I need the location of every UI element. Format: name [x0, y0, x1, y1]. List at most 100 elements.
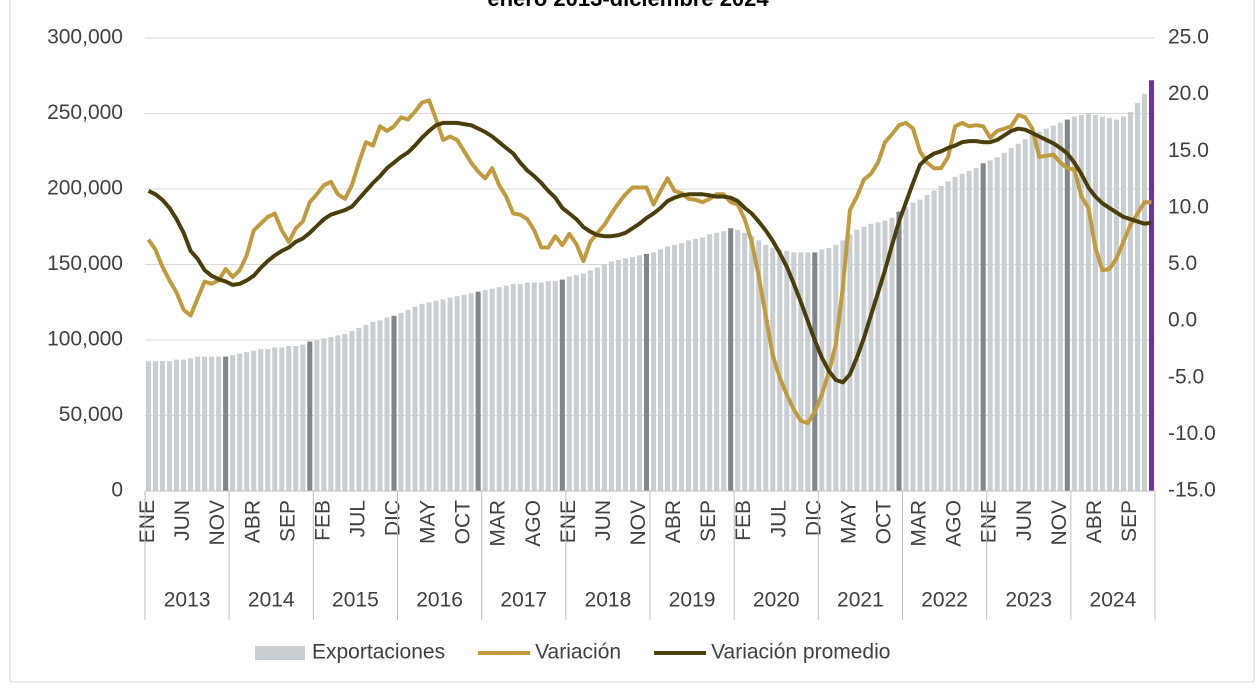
- bar: [482, 290, 488, 491]
- bar: [566, 276, 572, 491]
- x-tick-label: MAY: [417, 500, 440, 544]
- x-tick-label: MAR: [908, 500, 931, 547]
- bar: [770, 247, 776, 491]
- y-tick-label: 250,000: [47, 101, 123, 124]
- bar: [447, 297, 453, 491]
- bar: [181, 359, 187, 491]
- bar: [580, 273, 586, 491]
- y2-tick-label: -5.0: [1168, 365, 1204, 388]
- y-tick-label: 150,000: [47, 252, 123, 275]
- bar: [321, 338, 327, 491]
- bar: [1008, 148, 1014, 492]
- chart-title: enero 2013-diciembre 2024: [487, 0, 769, 11]
- year-label: 2021: [837, 589, 884, 612]
- bar: [433, 300, 439, 491]
- bar: [286, 346, 292, 491]
- legend-label: Variación promedio: [711, 641, 890, 664]
- bar: [889, 217, 895, 491]
- bar: [489, 288, 495, 491]
- legend-swatch: [255, 646, 305, 660]
- bar: [763, 244, 769, 491]
- bar: [728, 228, 734, 491]
- bar: [209, 356, 215, 491]
- chart-border: [9, 0, 1255, 683]
- bar: [552, 281, 558, 491]
- legend-label: Variación: [535, 641, 621, 664]
- bar: [307, 341, 313, 491]
- bar: [987, 160, 993, 491]
- bar: [160, 361, 166, 491]
- x-tick-label: FEB: [732, 500, 755, 541]
- x-tick-label: ENE: [557, 500, 580, 543]
- bar: [622, 258, 628, 491]
- y2-tick-label: 5.0: [1168, 252, 1197, 275]
- x-tick-label: JUN: [1013, 500, 1036, 541]
- bar: [917, 199, 923, 491]
- x-tick-label: SEP: [276, 500, 299, 542]
- bar: [847, 234, 853, 492]
- bar: [300, 344, 306, 491]
- x-tick-label: FEB: [311, 500, 334, 541]
- bar: [1099, 116, 1105, 492]
- x-tick-label: SEP: [697, 500, 720, 542]
- bar: [510, 284, 516, 491]
- bar: [1064, 119, 1070, 491]
- bar: [412, 306, 418, 491]
- bar: [174, 359, 180, 491]
- x-tick-label: ABR: [1083, 500, 1106, 543]
- bar: [377, 320, 383, 491]
- x-tick-label: SEP: [1118, 500, 1141, 542]
- bar: [265, 349, 271, 491]
- bar: [735, 229, 741, 491]
- year-label: 2016: [416, 589, 463, 612]
- bar: [650, 252, 657, 491]
- bar: [938, 185, 944, 492]
- year-label: 2019: [669, 589, 716, 612]
- bar: [251, 350, 257, 491]
- bar: [924, 195, 930, 492]
- bar: [328, 336, 334, 491]
- bar: [468, 293, 474, 491]
- bar: [1141, 93, 1148, 492]
- bar: [1148, 80, 1155, 491]
- x-tick-label: NOV: [206, 500, 229, 546]
- bar: [531, 282, 537, 491]
- bar: [959, 173, 965, 491]
- bar: [861, 226, 867, 491]
- bar: [756, 240, 762, 491]
- bar: [805, 252, 811, 491]
- bar: [1078, 115, 1084, 491]
- bar: [601, 264, 607, 491]
- bar: [188, 358, 194, 491]
- bar: [1029, 134, 1035, 491]
- bar: [152, 361, 159, 491]
- x-tick-label: ABR: [241, 500, 264, 543]
- year-label: 2017: [500, 589, 547, 612]
- bar: [931, 190, 937, 491]
- x-tick-label: NOV: [1048, 500, 1071, 546]
- bar: [777, 249, 783, 491]
- bar: [244, 352, 250, 491]
- bar: [868, 223, 874, 492]
- x-tick-label: DIC: [382, 500, 405, 536]
- bar: [791, 252, 797, 491]
- bar: [440, 299, 446, 491]
- bar: [700, 237, 706, 491]
- bar: [272, 347, 278, 491]
- bar: [840, 240, 846, 491]
- bar: [693, 238, 699, 491]
- bar: [573, 275, 579, 491]
- bar: [1106, 118, 1112, 491]
- bar: [496, 287, 502, 491]
- bar: [398, 312, 404, 491]
- bar: [608, 261, 614, 491]
- x-tick-label: NOV: [627, 500, 650, 546]
- y-tick-label: 100,000: [47, 328, 123, 351]
- x-tick-label: JUN: [592, 500, 615, 541]
- bar: [237, 353, 243, 491]
- year-label: 2024: [1090, 589, 1137, 612]
- bar: [945, 181, 951, 491]
- bar: [665, 246, 671, 491]
